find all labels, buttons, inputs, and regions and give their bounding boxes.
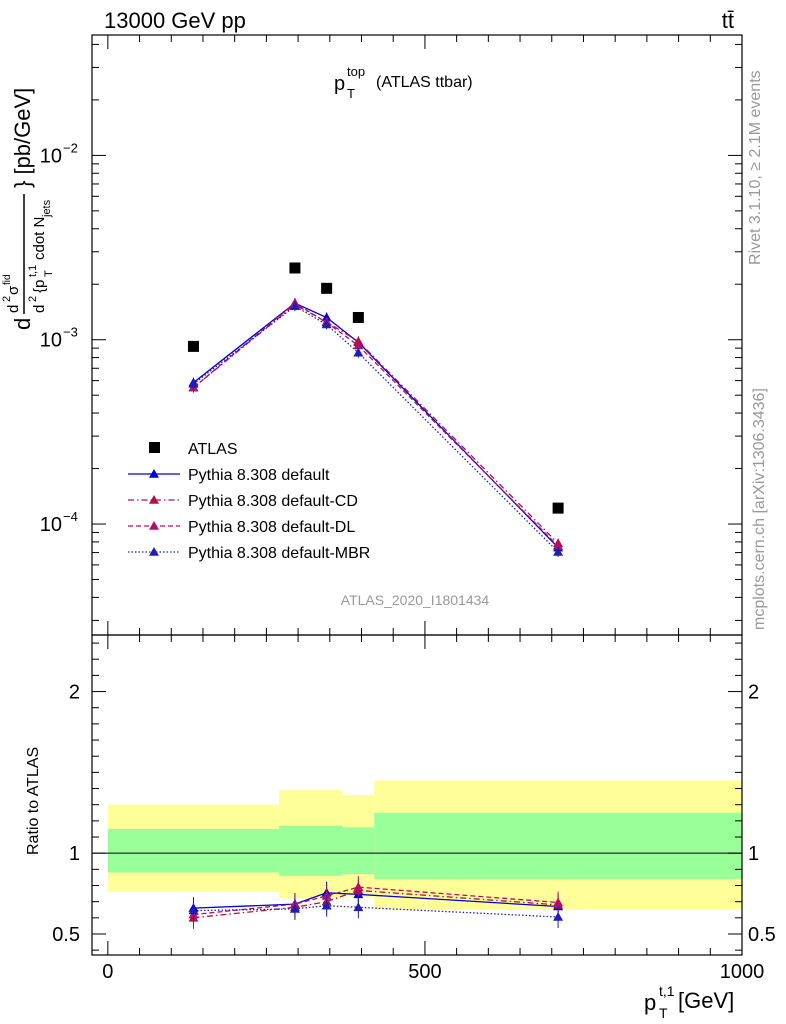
ratio-marker — [321, 900, 332, 910]
mc-marker — [553, 540, 564, 550]
atlas-data-point — [552, 502, 564, 514]
svg-text:p: p — [644, 990, 656, 1015]
mc-series-line — [193, 305, 559, 553]
legend-label: Pythia 8.308 default-CD — [188, 493, 358, 510]
svg-text:t,1: t,1 — [27, 265, 39, 277]
svg-text:p: p — [334, 73, 345, 95]
svg-text:top: top — [347, 64, 365, 79]
legend-label: Pythia 8.308 default — [188, 467, 330, 484]
ratio-xtick-label: 0 — [102, 961, 113, 983]
mcplots-label: mcplots.cern.ch [arXiv:1306.3436] — [751, 388, 768, 630]
ratio-ytick-label: 0.5 — [52, 924, 80, 946]
main-ytick-label: 10 — [40, 514, 62, 536]
svg-text:T: T — [347, 86, 355, 101]
ratio-marker — [553, 897, 564, 907]
svg-text:d: d — [31, 305, 48, 313]
svg-text:cdot N: cdot N — [31, 217, 48, 260]
ratio-marker — [353, 882, 364, 891]
ratio-ytick-label: 2 — [69, 682, 80, 704]
main-panel-series — [187, 262, 564, 558]
header-right: tt̄ — [722, 8, 734, 33]
ratio-ytick-label-right: 0.5 — [748, 924, 776, 946]
svg-text:T: T — [659, 1005, 668, 1021]
legend-marker — [149, 495, 159, 504]
atlas-data-point — [321, 282, 333, 294]
ratio-marker — [553, 912, 564, 921]
ratio-series-line — [193, 886, 559, 916]
svg-text:d: d — [10, 318, 35, 330]
main-panel-axes: 10−410−310−2 — [40, 34, 743, 636]
ratio-ytick-label-right: 1 — [748, 843, 759, 865]
svg-text:σ: σ — [5, 285, 22, 295]
atlas-data-point — [352, 311, 364, 323]
legend-marker-atlas — [149, 442, 160, 453]
ratio-band-green — [279, 825, 343, 876]
ratio-xtick-label: 500 — [408, 961, 441, 983]
ratio-band-green — [342, 827, 375, 875]
ratio-band-green — [107, 828, 280, 873]
ratio-panel-bands — [92, 780, 742, 910]
svg-text:fid: fid — [2, 274, 13, 285]
svg-text:[GeV]: [GeV] — [678, 988, 734, 1013]
atlas-data-point — [187, 340, 199, 352]
svg-text:d: d — [5, 305, 22, 313]
svg-text:T: T — [43, 270, 55, 277]
ratio-ylabel: Ratio to ATLAS — [25, 747, 42, 855]
ratio-panel-series — [188, 876, 564, 929]
main-ytick-label-exp: −4 — [63, 509, 78, 524]
main-ytick-label-exp: −2 — [63, 140, 78, 155]
ratio-xlabel: p t,1 T [GeV] — [644, 983, 734, 1021]
ratio-marker — [353, 902, 364, 912]
legend-label: ATLAS — [188, 441, 238, 458]
rivet-label: Rivet 3.1.10, ≥ 2.1M events — [747, 70, 764, 265]
ratio-series-line — [193, 889, 559, 919]
mc-marker — [321, 319, 332, 329]
mc-series-line — [193, 302, 559, 549]
mc-marker — [353, 340, 364, 350]
svg-text:(ATLAS ttbar): (ATLAS ttbar) — [376, 74, 473, 91]
legend-label: Pythia 8.308 default-DL — [188, 519, 355, 536]
ratio-marker — [188, 905, 199, 915]
ratio-ytick-label: 1 — [69, 843, 80, 865]
svg-text:t,1: t,1 — [659, 983, 675, 999]
legend-marker — [149, 469, 159, 478]
main-ytick-label-exp: −3 — [63, 325, 78, 340]
mc-marker — [188, 379, 199, 388]
svg-text:{p: {p — [31, 280, 48, 293]
mc-marker — [553, 547, 564, 556]
header-left: 13000 GeV pp — [104, 8, 246, 33]
svg-text:2: 2 — [1, 296, 13, 302]
ratio-frame — [91, 634, 743, 956]
main-ytick-label: 10 — [40, 330, 62, 352]
ratio-marker — [289, 903, 300, 913]
legend: ATLAS Pythia 8.308 default Pythia 8.308 de… — [128, 441, 370, 562]
ratio-ytick-label-right: 2 — [748, 682, 759, 704]
ratio-band-green — [374, 812, 742, 880]
main-ylabel: d d 2 σ fid d 2 {p t,1 T cdot N jets } [… — [1, 88, 55, 330]
legend-marker — [149, 521, 159, 530]
mc-marker — [353, 347, 364, 357]
main-title: p top T (ATLAS ttbar) — [334, 64, 473, 101]
ratio-panel-axes: 0.5 0.5 1 1 2 2 0 500 1000 — [52, 634, 776, 983]
svg-text:2: 2 — [27, 296, 39, 302]
svg-text:jets: jets — [41, 199, 53, 218]
atlas-data-point — [289, 262, 301, 274]
mc-marker — [289, 301, 300, 310]
legend-marker — [149, 547, 159, 556]
legend-label: Pythia 8.308 default-MBR — [188, 545, 370, 562]
ratio-xtick-label: 1000 — [720, 961, 765, 983]
main-ytick-label: 10 — [40, 145, 62, 167]
svg-text:} [pb/GeV]: } [pb/GeV] — [10, 88, 35, 188]
analysis-watermark: ATLAS_2020_I1801434 — [341, 592, 490, 608]
